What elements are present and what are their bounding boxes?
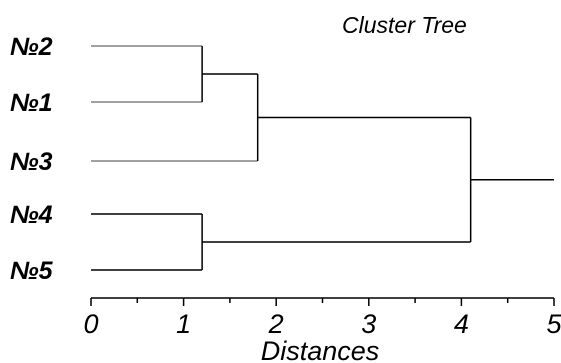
chart-title: Cluster Tree [342,12,467,38]
x-axis-title: Distances [261,336,380,363]
x-tick-label-3: 3 [361,309,376,339]
x-tick-label-2: 2 [268,309,284,339]
leaf-label-n5: №5 [10,257,54,285]
dendrogram-links [91,45,554,271]
leaf-label-n4: №4 [10,201,53,229]
leaf-label-n2: №2 [10,33,53,61]
leaf-label-n1: №1 [10,89,53,117]
x-tick-label-4: 4 [454,309,469,339]
leaf-labels: №2 №1 №3 №4 №5 [10,33,54,285]
x-tick-label-0: 0 [83,309,98,339]
x-tick-label-1: 1 [176,309,191,339]
leaf-label-n3: №3 [10,148,53,176]
x-tick-label-5: 5 [546,309,561,339]
x-axis: 0 1 2 3 4 5 [83,297,561,339]
